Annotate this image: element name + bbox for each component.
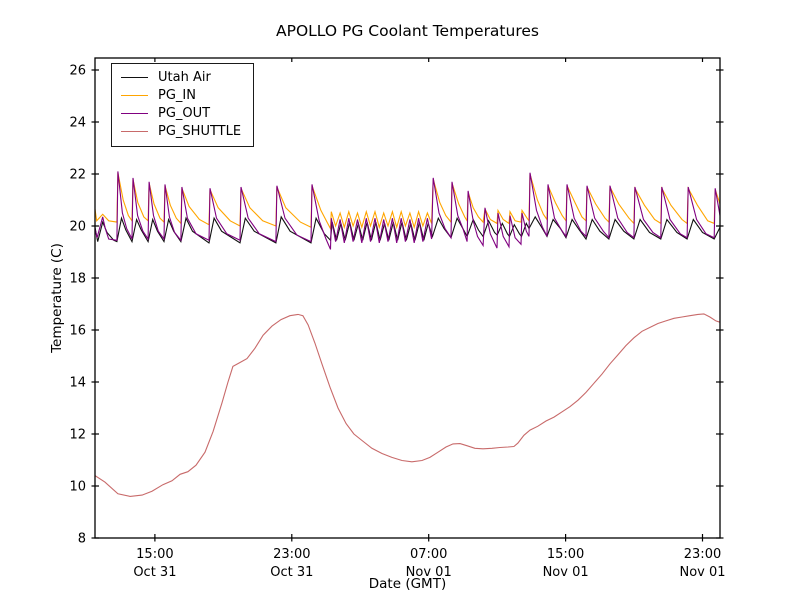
x-tick-label-date: Nov 01 (406, 565, 452, 580)
series-line-pg-out (95, 171, 720, 250)
legend-label: PG_IN (158, 88, 196, 103)
chart-title: APOLLO PG Coolant Temperatures (276, 22, 539, 40)
x-tick-label-date: Oct 31 (133, 565, 176, 580)
y-tick-label: 22 (69, 168, 86, 183)
y-tick-label: 16 (69, 324, 86, 339)
y-tick-label: 8 (78, 532, 86, 547)
y-tick-label: 24 (69, 116, 86, 131)
x-tick-label-time: 15:00 (547, 547, 584, 562)
x-tick-label-time: 23:00 (684, 547, 721, 562)
legend-line-swatch (121, 77, 148, 78)
y-tick-label: 26 (69, 64, 86, 79)
series-line-utah-air (95, 215, 720, 244)
legend-line-swatch (121, 95, 148, 96)
y-tick-label: 12 (69, 428, 86, 443)
x-tick-label-date: Nov 01 (679, 565, 725, 580)
legend-label: PG_OUT (158, 106, 211, 121)
x-tick-label-time: 15:00 (136, 547, 173, 562)
x-tick-label-date: Nov 01 (543, 565, 589, 580)
x-tick-label-time: 07:00 (410, 547, 447, 562)
y-tick-label: 18 (69, 272, 86, 287)
legend-label: Utah Air (158, 70, 211, 85)
series-line-pg-shuttle (95, 313, 720, 497)
y-tick-label: 10 (69, 480, 86, 495)
x-tick-label-time: 23:00 (273, 547, 310, 562)
plot-frame (94, 57, 721, 539)
legend-label: PG_SHUTTLE (158, 124, 242, 139)
x-tick-label-date: Oct 31 (270, 565, 313, 580)
y-tick-label: 20 (69, 220, 86, 235)
legend-line-swatch (121, 113, 148, 114)
legend-item-pg-in: PG_IN (121, 87, 241, 104)
legend-item-utah-air: Utah Air (121, 69, 241, 86)
x-axis-label: Date (GMT) (368, 576, 447, 592)
legend-box: Utah Air PG_IN PG_OUT PG_SHUTTLE (111, 63, 255, 147)
legend-item-pg-shuttle: PG_SHUTTLE (121, 123, 241, 140)
legend-item-pg-out: PG_OUT (121, 105, 241, 122)
y-tick-label: 14 (69, 376, 86, 391)
legend-line-swatch (121, 131, 148, 132)
